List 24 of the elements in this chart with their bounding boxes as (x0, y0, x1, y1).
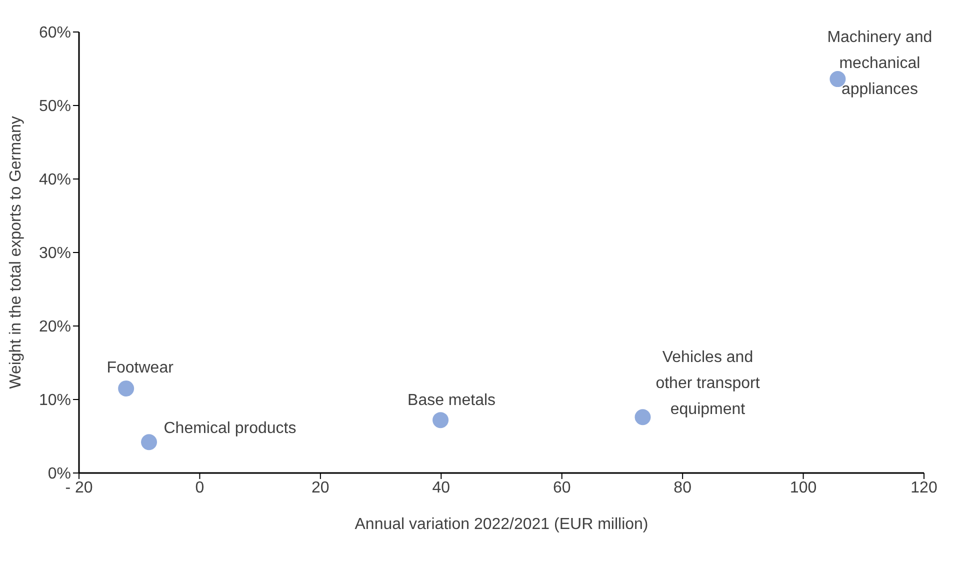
x-tick-label: 120 (910, 479, 938, 496)
y-tick-label: 50% (38, 98, 71, 116)
y-tick-label: 20% (38, 318, 71, 336)
point (432, 412, 449, 428)
x-tick-label: 60 (552, 479, 571, 496)
x-tick-label: 20 (312, 479, 330, 496)
annotation: Vehicles and other transport equipment (656, 349, 760, 418)
y-tick-label: 40% (38, 172, 71, 189)
y-tick-label: 60% (38, 24, 71, 42)
point (141, 434, 158, 450)
point (118, 380, 134, 396)
point (634, 409, 651, 426)
y-tick-label: 30% (38, 245, 71, 262)
annotation: Chemical products (164, 420, 296, 438)
x-tick-label: 40 (432, 479, 450, 496)
annotation: Machinery and mechanical appliances (827, 29, 932, 98)
y-tick-label: 10% (38, 392, 71, 410)
x-tick-label: 100 (790, 479, 817, 496)
x-tick-label: 0 (195, 479, 204, 496)
annotation: Footwear (106, 360, 174, 377)
x-tick-label: 80 (674, 479, 692, 496)
annotation: Base metals (408, 392, 496, 410)
y-axis-title: Weight in the total exports to Germany (8, 116, 25, 389)
x-axis-title: Annual variation 2022/2021 (EUR million) (354, 516, 648, 533)
